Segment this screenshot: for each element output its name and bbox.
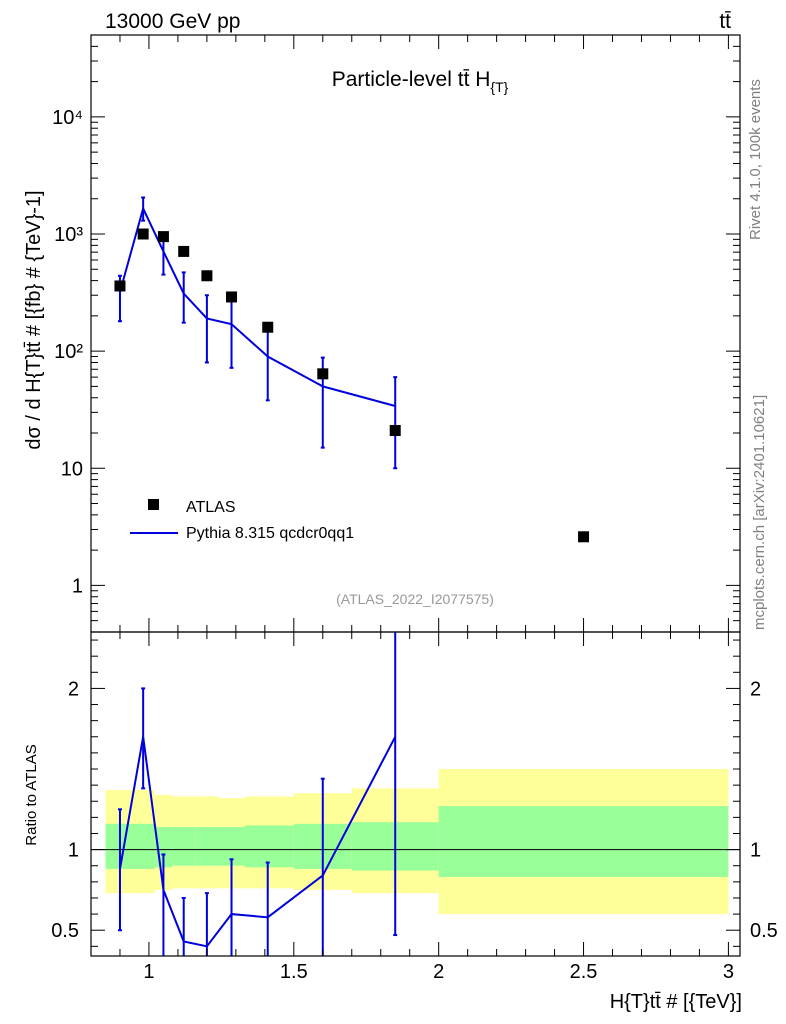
atlas-data-point — [389, 425, 401, 437]
legend: ATLAS Pythia 8.315 qcdcr0qq1 — [130, 499, 354, 542]
main-y-axis-label: dσ / d H{T}tt̄ # [{fb} # {TeV}-1] — [23, 190, 45, 449]
ratio-y-tick-label-right: 0.5 — [750, 920, 778, 942]
main-y-tick-label: 1 — [72, 575, 83, 597]
ratio-green-band — [195, 827, 219, 866]
main-panel-frame — [90, 34, 741, 633]
x-axis-label: H{T}tt̄ # [{TeV}] — [610, 991, 742, 1013]
ratio-green-band — [244, 825, 294, 868]
legend-atlas-label: ATLAS — [186, 499, 236, 516]
x-tick-label: 1.5 — [280, 961, 308, 983]
header-right-label: tt̄ — [719, 10, 731, 33]
x-tick-label: 1 — [143, 961, 154, 983]
atlas-data-point — [262, 321, 274, 333]
atlas-data-point — [157, 231, 169, 243]
main-y-tick-label: 10³ — [54, 224, 83, 246]
ratio-y-tick-label: 0.5 — [51, 920, 79, 942]
ratio-y-tick-label: 1 — [68, 840, 79, 862]
ratio-uncertainty-bands — [105, 769, 729, 915]
legend-pythia-label: Pythia 8.315 qcdcr0qq1 — [186, 525, 354, 542]
ratio-series — [117, 632, 398, 956]
rivet-version-label: Rivet 4.1.0, 100k events — [747, 79, 764, 240]
x-tick-label: 2 — [433, 961, 444, 983]
ratio-y-tick-label-right: 2 — [750, 678, 761, 700]
chart-title: Particle-level tt̄ H{T} — [332, 68, 509, 95]
ratio-green-band — [172, 827, 196, 866]
atlas-data-point — [226, 291, 238, 303]
main-y-tick-label: 10² — [54, 341, 83, 363]
main-series — [114, 196, 590, 543]
ratio-y-tick-label: 2 — [68, 678, 79, 700]
x-tick-label: 3 — [723, 961, 734, 983]
atlas-data-point — [201, 270, 213, 282]
main-panel: 1 10 10² 10³ 10⁴ Particle-level tt̄ H{T} dσ … — [23, 34, 741, 633]
mcplots-label: mcplots.cern.ch [arXiv:2401.10621] — [751, 395, 768, 630]
atlas-data-point — [317, 368, 329, 380]
ratio-axis-ticks: 0.5 0.5 1 1 2 2 1 1.5 2 2.5 3 — [51, 632, 778, 983]
main-y-tick-label: 10⁴ — [52, 107, 83, 129]
x-tick-label: 2.5 — [570, 961, 598, 983]
ratio-y-tick-label-right: 1 — [750, 840, 761, 862]
atlas-data-point — [114, 280, 126, 292]
ratio-green-band — [131, 823, 155, 869]
ratio-y-axis-label: Ratio to ATLAS — [23, 744, 40, 845]
ratio-panel-frame — [90, 631, 741, 957]
header-left-label: 13000 GeV pp — [105, 10, 240, 33]
atlas-data-point — [137, 228, 149, 240]
analysis-label: (ATLAS_2022_I2077575) — [336, 591, 494, 607]
legend-atlas-marker — [148, 499, 159, 510]
atlas-data-point — [578, 531, 590, 543]
ratio-green-band — [438, 806, 729, 878]
main-y-tick-label: 10 — [61, 458, 83, 480]
ratio-panel: 0.5 0.5 1 1 2 2 1 1.5 2 2.5 3 Ratio to ATLAS H{T}t… — [23, 631, 778, 1013]
main-axis-ticks: 1 10 10² 10³ 10⁴ — [52, 34, 740, 633]
atlas-data-point — [178, 245, 190, 257]
